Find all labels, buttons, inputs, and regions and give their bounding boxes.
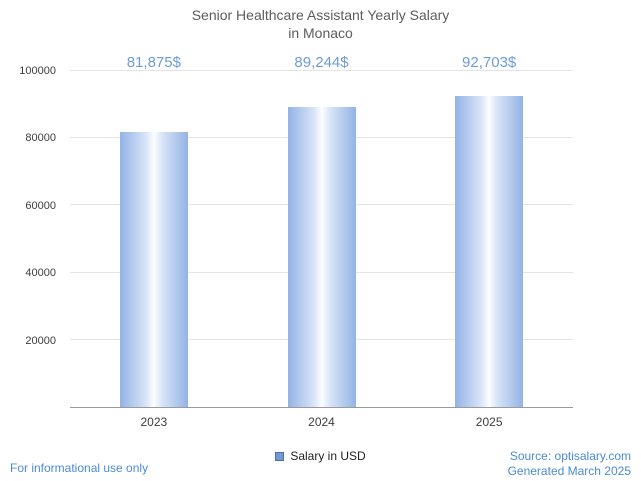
y-tick-label: 60000 [25,199,56,212]
chart-title-line1: Senior Healthcare Assistant Yearly Salar… [191,7,450,23]
bar-value-label: 81,875$ [126,54,181,71]
bar-2024 [287,107,356,407]
x-axis-labels: 2023 2024 2025 [70,415,573,431]
bar-value-label: 92,703$ [462,54,517,71]
value-labels: 81,875$ 89,244$ 92,703$ [70,54,573,74]
chart-title-line2: in Monaco [288,25,353,41]
bar-2023 [119,131,188,407]
x-tick-label: 2025 [475,415,503,429]
y-tick-label: 100000 [19,65,56,77]
x-tick-label: 2024 [308,415,335,429]
bar-value-label: 89,244$ [294,54,349,71]
y-tick-label: 20000 [25,334,56,347]
source-link[interactable]: Source: optisalary.com [509,449,631,463]
legend-label: Salary in USD [290,449,366,463]
chart-title: Senior Healthcare Assistant Yearly Salar… [0,6,641,42]
legend-swatch-icon [275,451,285,461]
legend: Salary in USD [0,449,641,463]
y-tick-label: 80000 [25,132,56,145]
disclaimer-text: For informational use only [10,461,149,475]
y-axis-labels: 20000 40000 60000 80000 100000 [0,65,62,408]
gridline [70,70,573,71]
bar-2025 [455,95,524,407]
source-info: Source: optisalary.com Generated March 2… [508,449,631,479]
x-tick-label: 2023 [140,415,168,429]
plot-area [70,70,573,408]
y-tick-label: 40000 [25,267,56,280]
generated-date: Generated March 2025 [507,464,631,478]
